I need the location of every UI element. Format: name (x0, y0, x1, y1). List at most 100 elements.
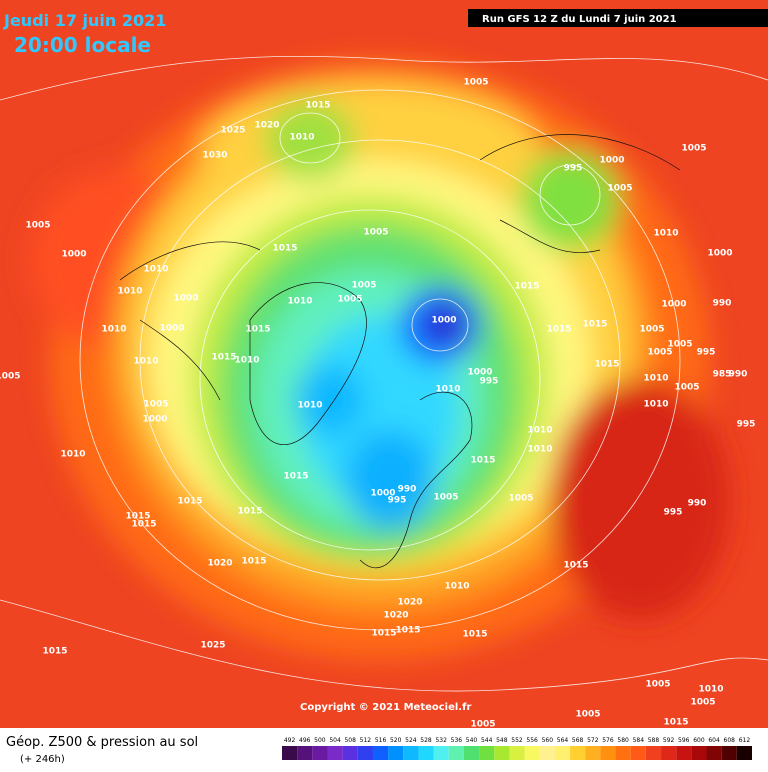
colorbar-cell (676, 746, 692, 760)
colorbar-tick-label: 560 (542, 737, 554, 744)
isobar-label: 1000 (431, 316, 456, 326)
isobar-label: 1015 (305, 101, 330, 111)
colorbar-tick-label: 516 (375, 737, 387, 744)
isobar-label: 1000 (370, 489, 395, 499)
colorbar-tick-label: 612 (739, 737, 751, 744)
isobar-label: 1015 (470, 456, 495, 466)
isobar-label: 1010 (297, 401, 322, 411)
isobar-label: 1015 (594, 360, 619, 370)
colorbar-tick-label: 568 (572, 737, 584, 744)
isobar-label: 1005 (667, 340, 692, 350)
isobar-label: 1000 (159, 324, 184, 334)
isobar-label: 1015 (582, 320, 607, 330)
isobar-label: 1000 (142, 415, 167, 425)
colorbar-tick-label: 576 (602, 737, 614, 744)
isobar-label: 1005 (575, 710, 600, 720)
isobar-label: 985 (713, 370, 732, 380)
isobar-label: 1005 (639, 325, 664, 335)
isobar-label: 1010 (653, 229, 678, 239)
isobar-label: 1015 (546, 325, 571, 335)
isobar-label: 1015 (125, 512, 150, 522)
colorbar-tick-label: 536 (451, 737, 463, 744)
colorbar-cell (342, 746, 358, 760)
colorbar-cell (463, 746, 480, 760)
isobar-label: 1005 (645, 680, 670, 690)
isobar-label: 1005 (363, 228, 388, 238)
isobar-label: 1005 (470, 720, 495, 730)
isobars (0, 55, 768, 692)
isobar-label: 995 (664, 508, 683, 518)
lead-time: (+ 246h) (20, 754, 65, 765)
isobar-label: 1010 (287, 297, 312, 307)
colorbar-tick-label: 496 (299, 737, 311, 744)
colorbar-tick-label: 572 (587, 737, 599, 744)
colorbar-tick-label: 580 (617, 737, 629, 744)
isobar-label: 1015 (283, 472, 308, 482)
isobar-label: 1000 (707, 249, 732, 259)
colorbar-cell (615, 746, 631, 760)
isobar-label: 1010 (435, 385, 460, 395)
isobar-label: 1015 (663, 718, 688, 728)
colorbar-tick-label: 592 (663, 737, 675, 744)
colorbar-cell (554, 746, 571, 760)
run-box (468, 9, 768, 27)
isobar-label: 1005 (681, 144, 706, 154)
isobar-label: 1005 (463, 78, 488, 88)
isobar-label: 1020 (383, 611, 408, 621)
isobar-label: 1010 (234, 356, 259, 366)
colorbar-cell (630, 746, 646, 760)
time: 20:00 locale (14, 33, 151, 57)
isobar-label: 1005 (508, 494, 533, 504)
run: Run GFS 12 Z du Lundi 7 juin 2021 (482, 14, 677, 25)
colorbar-tick-label: 528 (420, 737, 432, 744)
isobar-label: 1030 (202, 151, 227, 161)
colorbar-tick-label: 548 (496, 737, 508, 744)
height-field (30, 60, 730, 660)
isobar-label: 995 (564, 164, 583, 174)
copyright: Copyright © 2021 Meteociel.fr (300, 702, 471, 713)
colorbar-cell (357, 746, 373, 760)
colorbar-tick-label: 608 (724, 737, 736, 744)
colorbar-cell (570, 746, 586, 760)
isobar-label: 990 (398, 485, 417, 495)
isobar-label: 1015 (371, 629, 396, 639)
isobar-label: 1015 (131, 520, 156, 530)
isobar-label: 1010 (133, 357, 158, 367)
colorbar-tick-label: 584 (633, 737, 645, 744)
colorbar-cell (721, 746, 737, 760)
isobar-label: 1005 (647, 348, 672, 358)
isobar-label: 1015 (395, 626, 420, 636)
isobar-label: 1005 (607, 184, 632, 194)
isobar-label: 1015 (241, 557, 266, 567)
isobar-label: 1005 (0, 372, 21, 382)
colorbar-tick-label: 512 (360, 737, 372, 744)
isobar-label: 995 (480, 377, 499, 387)
isobar-label: 1020 (397, 598, 422, 608)
colorbar-tick-label: 524 (405, 737, 417, 744)
isobar-label: 1010 (698, 685, 723, 695)
isobar-label: 995 (388, 496, 407, 506)
colorbar-tick-label: 532 (435, 737, 447, 744)
isobar-label: 1015 (272, 244, 297, 254)
colorbar-cell (282, 746, 298, 760)
colorbar-tick-label: 556 (526, 737, 538, 744)
isobar-label: 1015 (514, 282, 539, 292)
colorbar-cell (494, 746, 510, 760)
isobar-label: 1025 (220, 126, 245, 136)
isobar-label: 1000 (61, 250, 86, 260)
colorbar-cell (433, 746, 449, 760)
isobar-label: 1010 (444, 582, 469, 592)
colorbar-cell (312, 746, 328, 760)
colorbar-tick-label: 552 (511, 737, 523, 744)
isobar-label: 1005 (690, 698, 715, 708)
colorbar-tick-label: 508 (344, 737, 356, 744)
isobar-label: 1015 (462, 630, 487, 640)
colorbar-cell (297, 746, 313, 760)
colorbar-cell (524, 746, 540, 760)
isobar-label: 1015 (211, 353, 236, 363)
colorbar-tick-label: 604 (708, 737, 720, 744)
colorbar-tick-label: 500 (314, 737, 326, 744)
isobar-label: 990 (688, 499, 707, 509)
isobar-label: 1015 (245, 325, 270, 335)
